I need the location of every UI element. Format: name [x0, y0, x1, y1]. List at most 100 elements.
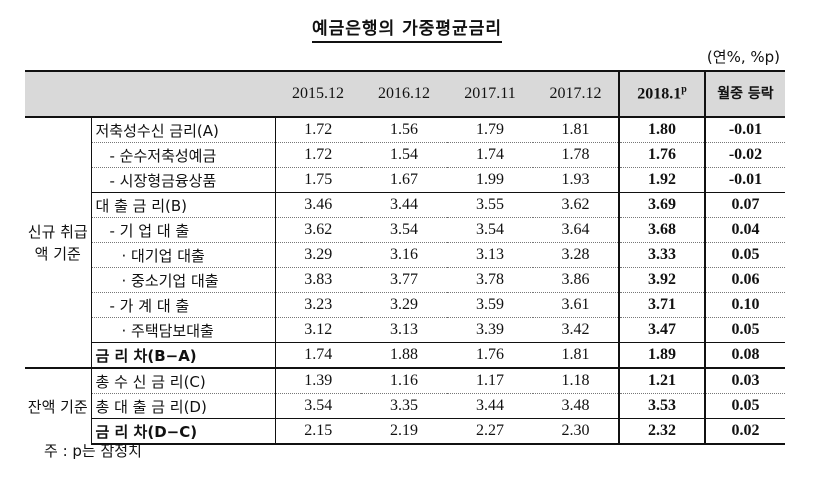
- cell: 0.06: [705, 267, 785, 293]
- row-label: 금 리 차(B−A): [91, 342, 276, 368]
- cell: 3.33: [618, 242, 706, 268]
- group-new: 신규 취급액 기준: [25, 116, 92, 368]
- cell: 1.88: [361, 342, 447, 368]
- cell: 3.55: [447, 192, 533, 218]
- cell: 1.80: [618, 116, 706, 143]
- row-label: · 주택담보대출: [91, 317, 276, 343]
- rates-table: 2015.12 2016.12 2017.11 2017.12 2018.1p …: [25, 70, 785, 445]
- cell: 3.71: [618, 292, 706, 318]
- cell: 3.16: [361, 242, 447, 268]
- cell: 3.42: [533, 317, 619, 343]
- cell: 3.44: [361, 192, 447, 218]
- cell: 3.61: [533, 292, 619, 318]
- page-title: 예금은행의 가중평균금리: [0, 14, 814, 43]
- col-header: 2017.12: [533, 70, 619, 118]
- cell: 1.67: [361, 167, 447, 193]
- cell: 3.62: [533, 192, 619, 218]
- cell: 2.27: [447, 418, 533, 445]
- cell: 2.15: [275, 418, 361, 445]
- provisional-mark: p: [681, 84, 687, 96]
- cell: 3.35: [361, 393, 447, 419]
- cell: 0.02: [705, 418, 785, 445]
- table-row: 금 리 차(D−C) 2.15 2.19 2.27 2.30 2.32 0.02: [25, 418, 785, 445]
- cell: 1.16: [361, 367, 447, 394]
- cell: 3.77: [361, 267, 447, 293]
- table-row: - 기 업 대 출 3.62 3.54 3.54 3.64 3.68 0.04: [25, 217, 785, 243]
- cell: 3.92: [618, 267, 706, 293]
- cell: 3.12: [275, 317, 361, 343]
- table-row: · 중소기업 대출 3.83 3.77 3.78 3.86 3.92 0.06: [25, 267, 785, 293]
- row-label: 금 리 차(D−C): [91, 418, 276, 445]
- cell: 0.05: [705, 242, 785, 268]
- cell: 1.99: [447, 167, 533, 193]
- cell: 3.23: [275, 292, 361, 318]
- table-row: - 가 계 대 출 3.23 3.29 3.59 3.61 3.71 0.10: [25, 292, 785, 318]
- row-label: 대 출 금 리(B): [91, 192, 276, 218]
- cell: 1.81: [533, 116, 619, 143]
- cell: -0.01: [705, 167, 785, 193]
- cell: 1.76: [447, 342, 533, 368]
- table-row: 대 출 금 리(B) 3.46 3.44 3.55 3.62 3.69 0.07: [25, 192, 785, 218]
- cell: 0.08: [705, 342, 785, 368]
- cell: 1.17: [447, 367, 533, 394]
- cell: 3.28: [533, 242, 619, 268]
- table-row: 신규 취급액 기준 저축성수신 금리(A) 1.72 1.56 1.79 1.8…: [25, 116, 785, 368]
- cell: 1.39: [275, 367, 361, 394]
- cell: 3.48: [533, 393, 619, 419]
- cell: 1.93: [533, 167, 619, 193]
- table-row: 총 대 출 금 리(D) 3.54 3.35 3.44 3.48 3.53 0.…: [25, 393, 785, 419]
- table-row: · 주택담보대출 3.12 3.13 3.39 3.42 3.47 0.05: [25, 317, 785, 343]
- cell: 3.86: [533, 267, 619, 293]
- cell: -0.01: [705, 116, 785, 143]
- table-row: 잔액 기준 총 수 신 금 리(C) 1.39 1.16 1.17 1.18 1…: [25, 367, 785, 444]
- cell: 1.75: [275, 167, 361, 193]
- cell: 3.69: [618, 192, 706, 218]
- cell: 3.68: [618, 217, 706, 243]
- cell: 1.56: [361, 116, 447, 143]
- unit-label: (연%, %p): [706, 48, 780, 66]
- cell: 3.46: [275, 192, 361, 218]
- header-blank-group: [25, 70, 91, 118]
- cell: 3.83: [275, 267, 361, 293]
- table-row: - 시장형금융상품 1.75 1.67 1.99 1.93 1.92 -0.01: [25, 167, 785, 193]
- title-text: 예금은행의 가중평균금리: [312, 19, 502, 43]
- col-header-current-text: 2018.1: [637, 85, 682, 103]
- col-header: 2015.12: [275, 70, 361, 118]
- cell: 1.74: [275, 342, 361, 368]
- table-row: 금 리 차(B−A) 1.74 1.88 1.76 1.81 1.89 0.08: [25, 342, 785, 368]
- cell: 3.78: [447, 267, 533, 293]
- row-label: - 시장형금융상품: [91, 167, 276, 193]
- cell: 1.18: [533, 367, 619, 394]
- cell: 3.13: [447, 242, 533, 268]
- cell: -0.02: [705, 142, 785, 168]
- cell: 2.19: [361, 418, 447, 445]
- table-row: - 순수저축성예금 1.72 1.54 1.74 1.78 1.76 -0.02: [25, 142, 785, 168]
- cell: 3.62: [275, 217, 361, 243]
- cell: 3.29: [275, 242, 361, 268]
- cell: 1.78: [533, 142, 619, 168]
- cell: 1.21: [618, 367, 706, 394]
- row-label: - 기 업 대 출: [91, 217, 276, 243]
- row-label: - 순수저축성예금: [91, 142, 276, 168]
- group-balance: 잔액 기준: [25, 367, 92, 444]
- cell: 1.72: [275, 116, 361, 143]
- cell: 3.54: [361, 217, 447, 243]
- row-label: 저축성수신 금리(A): [91, 116, 276, 143]
- cell: 2.32: [618, 418, 706, 445]
- cell: 3.54: [447, 217, 533, 243]
- cell: 0.05: [705, 393, 785, 419]
- row-label: 총 수 신 금 리(C): [91, 367, 276, 394]
- cell: 1.92: [618, 167, 706, 193]
- cell: 0.10: [705, 292, 785, 318]
- cell: 0.05: [705, 317, 785, 343]
- col-header-current: 2018.1p: [618, 70, 706, 118]
- cell: 3.59: [447, 292, 533, 318]
- cell: 1.89: [618, 342, 706, 368]
- cell: 0.04: [705, 217, 785, 243]
- footnote: 주 : p는 잠정치: [44, 442, 142, 460]
- row-label: · 중소기업 대출: [91, 267, 276, 293]
- col-header: 2016.12: [361, 70, 447, 118]
- col-header: 2017.11: [447, 70, 533, 118]
- row-label: - 가 계 대 출: [91, 292, 276, 318]
- cell: 3.54: [275, 393, 361, 419]
